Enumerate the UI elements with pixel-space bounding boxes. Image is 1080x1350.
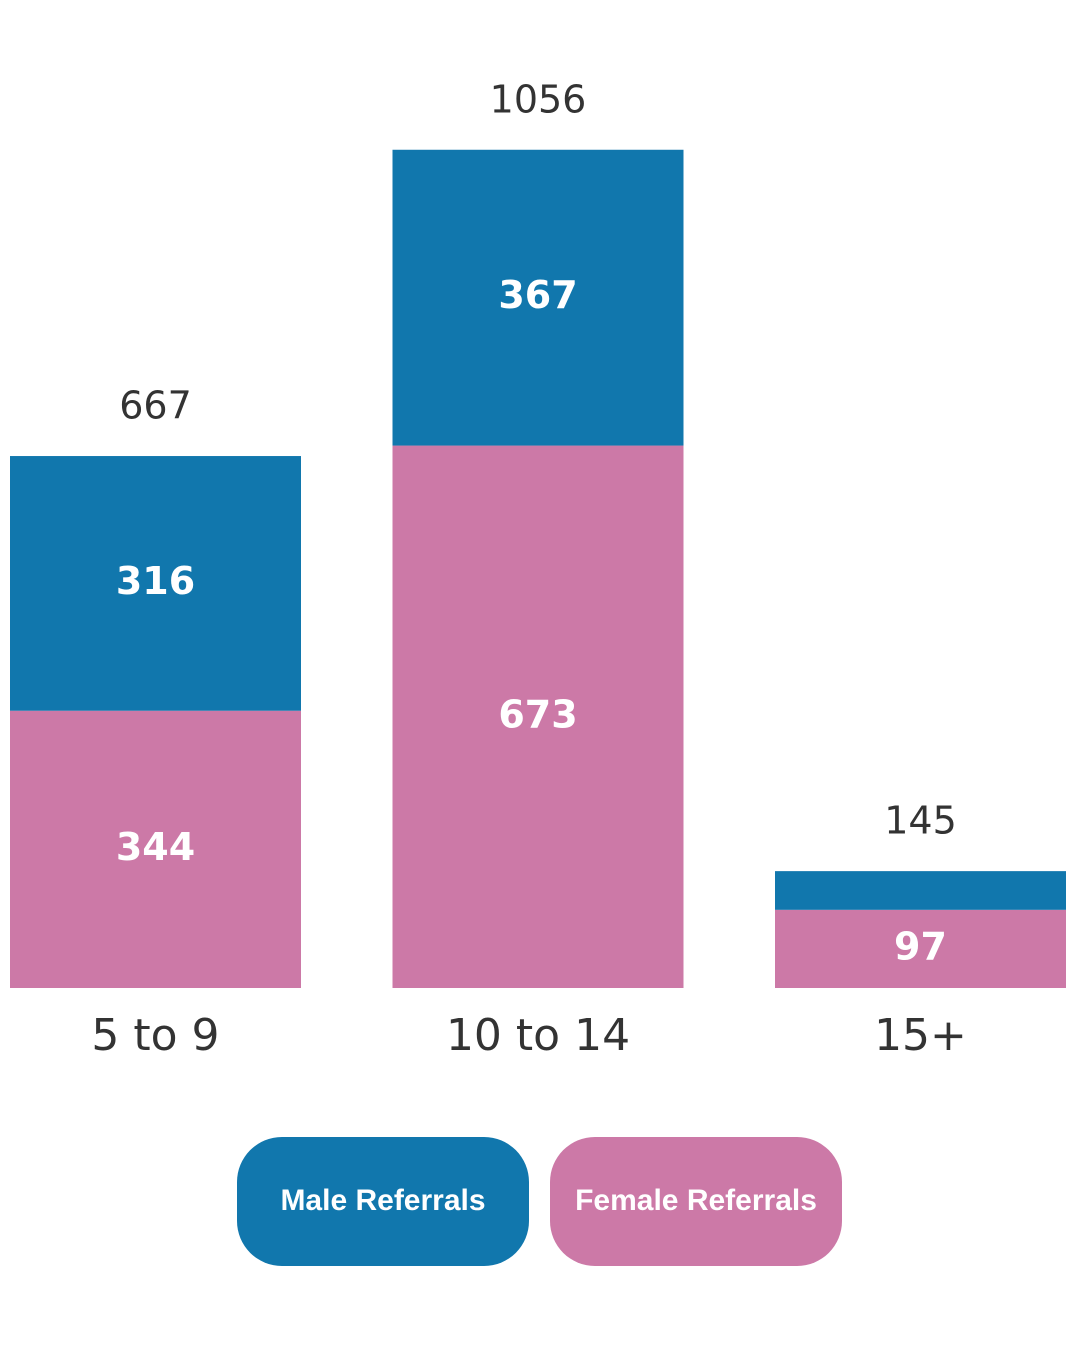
x-tick-label: 10 to 14: [446, 1010, 630, 1061]
value-label: 97: [894, 924, 947, 968]
legend-label: Female Referrals: [575, 1184, 817, 1217]
bar-segment: [10, 710, 301, 988]
value-label: 344: [116, 825, 195, 869]
bar-segment: [10, 456, 301, 711]
legend-label: Male Referrals: [280, 1184, 485, 1217]
value-label: 673: [498, 692, 577, 736]
bar-segment: [392, 445, 684, 988]
total-label: 145: [884, 799, 957, 843]
bar-segment: [775, 871, 1066, 910]
total-label: 667: [119, 384, 192, 428]
legend-pill: [550, 1137, 842, 1266]
total-label: 1056: [490, 77, 587, 121]
x-tick-label: 15+: [874, 1010, 967, 1061]
value-label: 316: [116, 559, 195, 603]
bar-segment: [775, 909, 1066, 988]
value-label: 367: [498, 273, 577, 317]
bar-segment: [392, 149, 684, 446]
x-tick-label: 5 to 9: [91, 1010, 219, 1061]
legend-pill: [237, 1137, 529, 1266]
